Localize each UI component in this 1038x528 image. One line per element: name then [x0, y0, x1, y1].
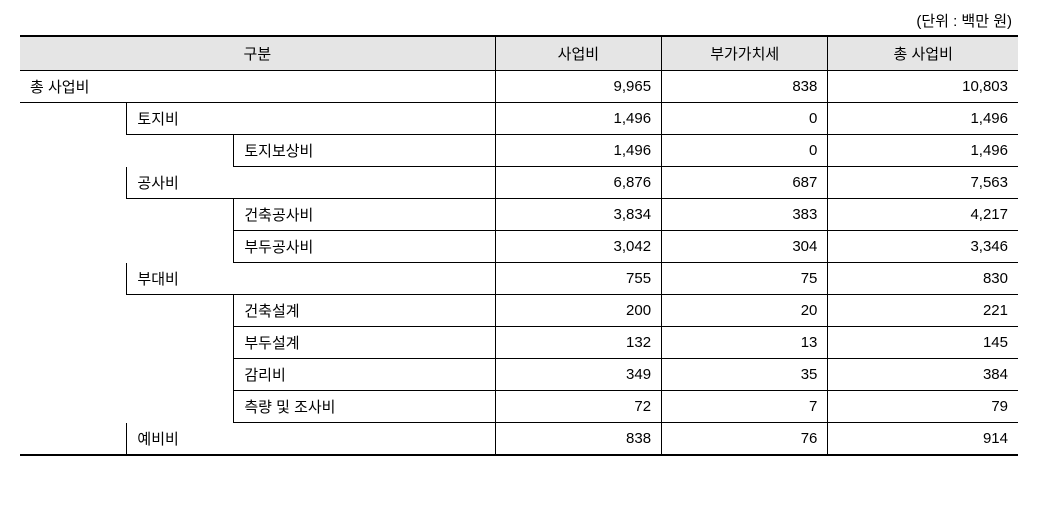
row-label: 부대비	[127, 263, 495, 295]
row-vat: 7	[662, 391, 828, 423]
indent	[20, 359, 127, 391]
row-label: 공사비	[127, 167, 495, 199]
row-total: 914	[828, 423, 1018, 456]
indent	[127, 327, 234, 359]
table-row: 건축공사비 3,834 383 4,217	[20, 199, 1018, 231]
indent	[20, 327, 127, 359]
row-total: 145	[828, 327, 1018, 359]
indent	[20, 167, 127, 199]
indent	[20, 231, 127, 263]
row-cost: 132	[495, 327, 661, 359]
row-label: 부두공사비	[234, 231, 495, 263]
row-total: 3,346	[828, 231, 1018, 263]
row-label: 부두설계	[234, 327, 495, 359]
row-label: 예비비	[127, 423, 495, 456]
header-cost: 사업비	[495, 36, 661, 71]
row-cost: 9,965	[495, 71, 661, 103]
indent	[127, 199, 234, 231]
row-label: 토지보상비	[234, 135, 495, 167]
row-total: 1,496	[828, 135, 1018, 167]
indent	[20, 135, 127, 167]
row-vat: 0	[662, 135, 828, 167]
indent	[20, 391, 127, 423]
row-cost: 200	[495, 295, 661, 327]
header-total: 총 사업비	[828, 36, 1018, 71]
indent	[127, 295, 234, 327]
row-cost: 3,042	[495, 231, 661, 263]
row-label: 감리비	[234, 359, 495, 391]
table-row: 공사비 6,876 687 7,563	[20, 167, 1018, 199]
row-vat: 35	[662, 359, 828, 391]
row-total: 10,803	[828, 71, 1018, 103]
table-row: 측량 및 조사비 72 7 79	[20, 391, 1018, 423]
table-row: 부두설계 132 13 145	[20, 327, 1018, 359]
row-label: 건축공사비	[234, 199, 495, 231]
indent	[20, 423, 127, 456]
indent	[20, 199, 127, 231]
header-vat: 부가가치세	[662, 36, 828, 71]
indent	[127, 391, 234, 423]
indent	[20, 295, 127, 327]
cost-table: 구분 사업비 부가가치세 총 사업비 총 사업비 9,965 838 10,80…	[20, 35, 1018, 456]
row-vat: 383	[662, 199, 828, 231]
row-total: 4,217	[828, 199, 1018, 231]
row-total: 79	[828, 391, 1018, 423]
table-row: 부두공사비 3,042 304 3,346	[20, 231, 1018, 263]
row-cost: 755	[495, 263, 661, 295]
row-cost: 3,834	[495, 199, 661, 231]
table-row: 감리비 349 35 384	[20, 359, 1018, 391]
row-total: 1,496	[828, 103, 1018, 135]
indent	[127, 135, 234, 167]
row-label: 토지비	[127, 103, 495, 135]
table-row: 토지보상비 1,496 0 1,496	[20, 135, 1018, 167]
indent	[127, 231, 234, 263]
row-vat: 687	[662, 167, 828, 199]
row-label: 총 사업비	[20, 71, 495, 103]
row-total: 221	[828, 295, 1018, 327]
row-cost: 1,496	[495, 103, 661, 135]
indent	[20, 263, 127, 295]
row-vat: 20	[662, 295, 828, 327]
row-total: 830	[828, 263, 1018, 295]
row-cost: 72	[495, 391, 661, 423]
table-row: 토지비 1,496 0 1,496	[20, 103, 1018, 135]
row-vat: 304	[662, 231, 828, 263]
indent	[127, 359, 234, 391]
row-total: 384	[828, 359, 1018, 391]
row-vat: 838	[662, 71, 828, 103]
table-row: 예비비 838 76 914	[20, 423, 1018, 456]
table-row: 부대비 755 75 830	[20, 263, 1018, 295]
table-row: 건축설계 200 20 221	[20, 295, 1018, 327]
table-row: 총 사업비 9,965 838 10,803	[20, 71, 1018, 103]
row-total: 7,563	[828, 167, 1018, 199]
row-vat: 0	[662, 103, 828, 135]
row-label: 측량 및 조사비	[234, 391, 495, 423]
row-cost: 838	[495, 423, 661, 456]
row-label: 건축설계	[234, 295, 495, 327]
row-cost: 1,496	[495, 135, 661, 167]
indent	[20, 103, 127, 135]
row-vat: 76	[662, 423, 828, 456]
unit-label: (단위 : 백만 원)	[20, 10, 1018, 31]
header-category: 구분	[20, 36, 495, 71]
row-vat: 75	[662, 263, 828, 295]
row-cost: 349	[495, 359, 661, 391]
row-cost: 6,876	[495, 167, 661, 199]
header-row: 구분 사업비 부가가치세 총 사업비	[20, 36, 1018, 71]
row-vat: 13	[662, 327, 828, 359]
